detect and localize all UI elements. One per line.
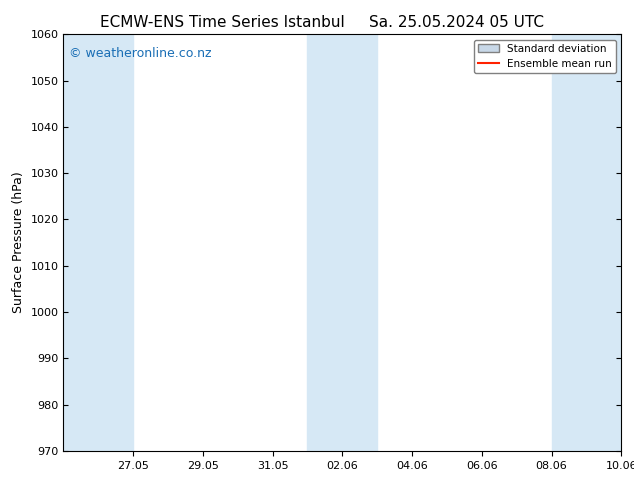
Bar — [307, 34, 377, 451]
Bar — [552, 34, 621, 451]
Legend: Standard deviation, Ensemble mean run: Standard deviation, Ensemble mean run — [474, 40, 616, 73]
Bar — [63, 34, 133, 451]
Text: Sa. 25.05.2024 05 UTC: Sa. 25.05.2024 05 UTC — [369, 15, 544, 30]
Y-axis label: Surface Pressure (hPa): Surface Pressure (hPa) — [12, 172, 25, 314]
Text: ECMW-ENS Time Series Istanbul: ECMW-ENS Time Series Istanbul — [100, 15, 344, 30]
Text: © weatheronline.co.nz: © weatheronline.co.nz — [69, 47, 212, 60]
